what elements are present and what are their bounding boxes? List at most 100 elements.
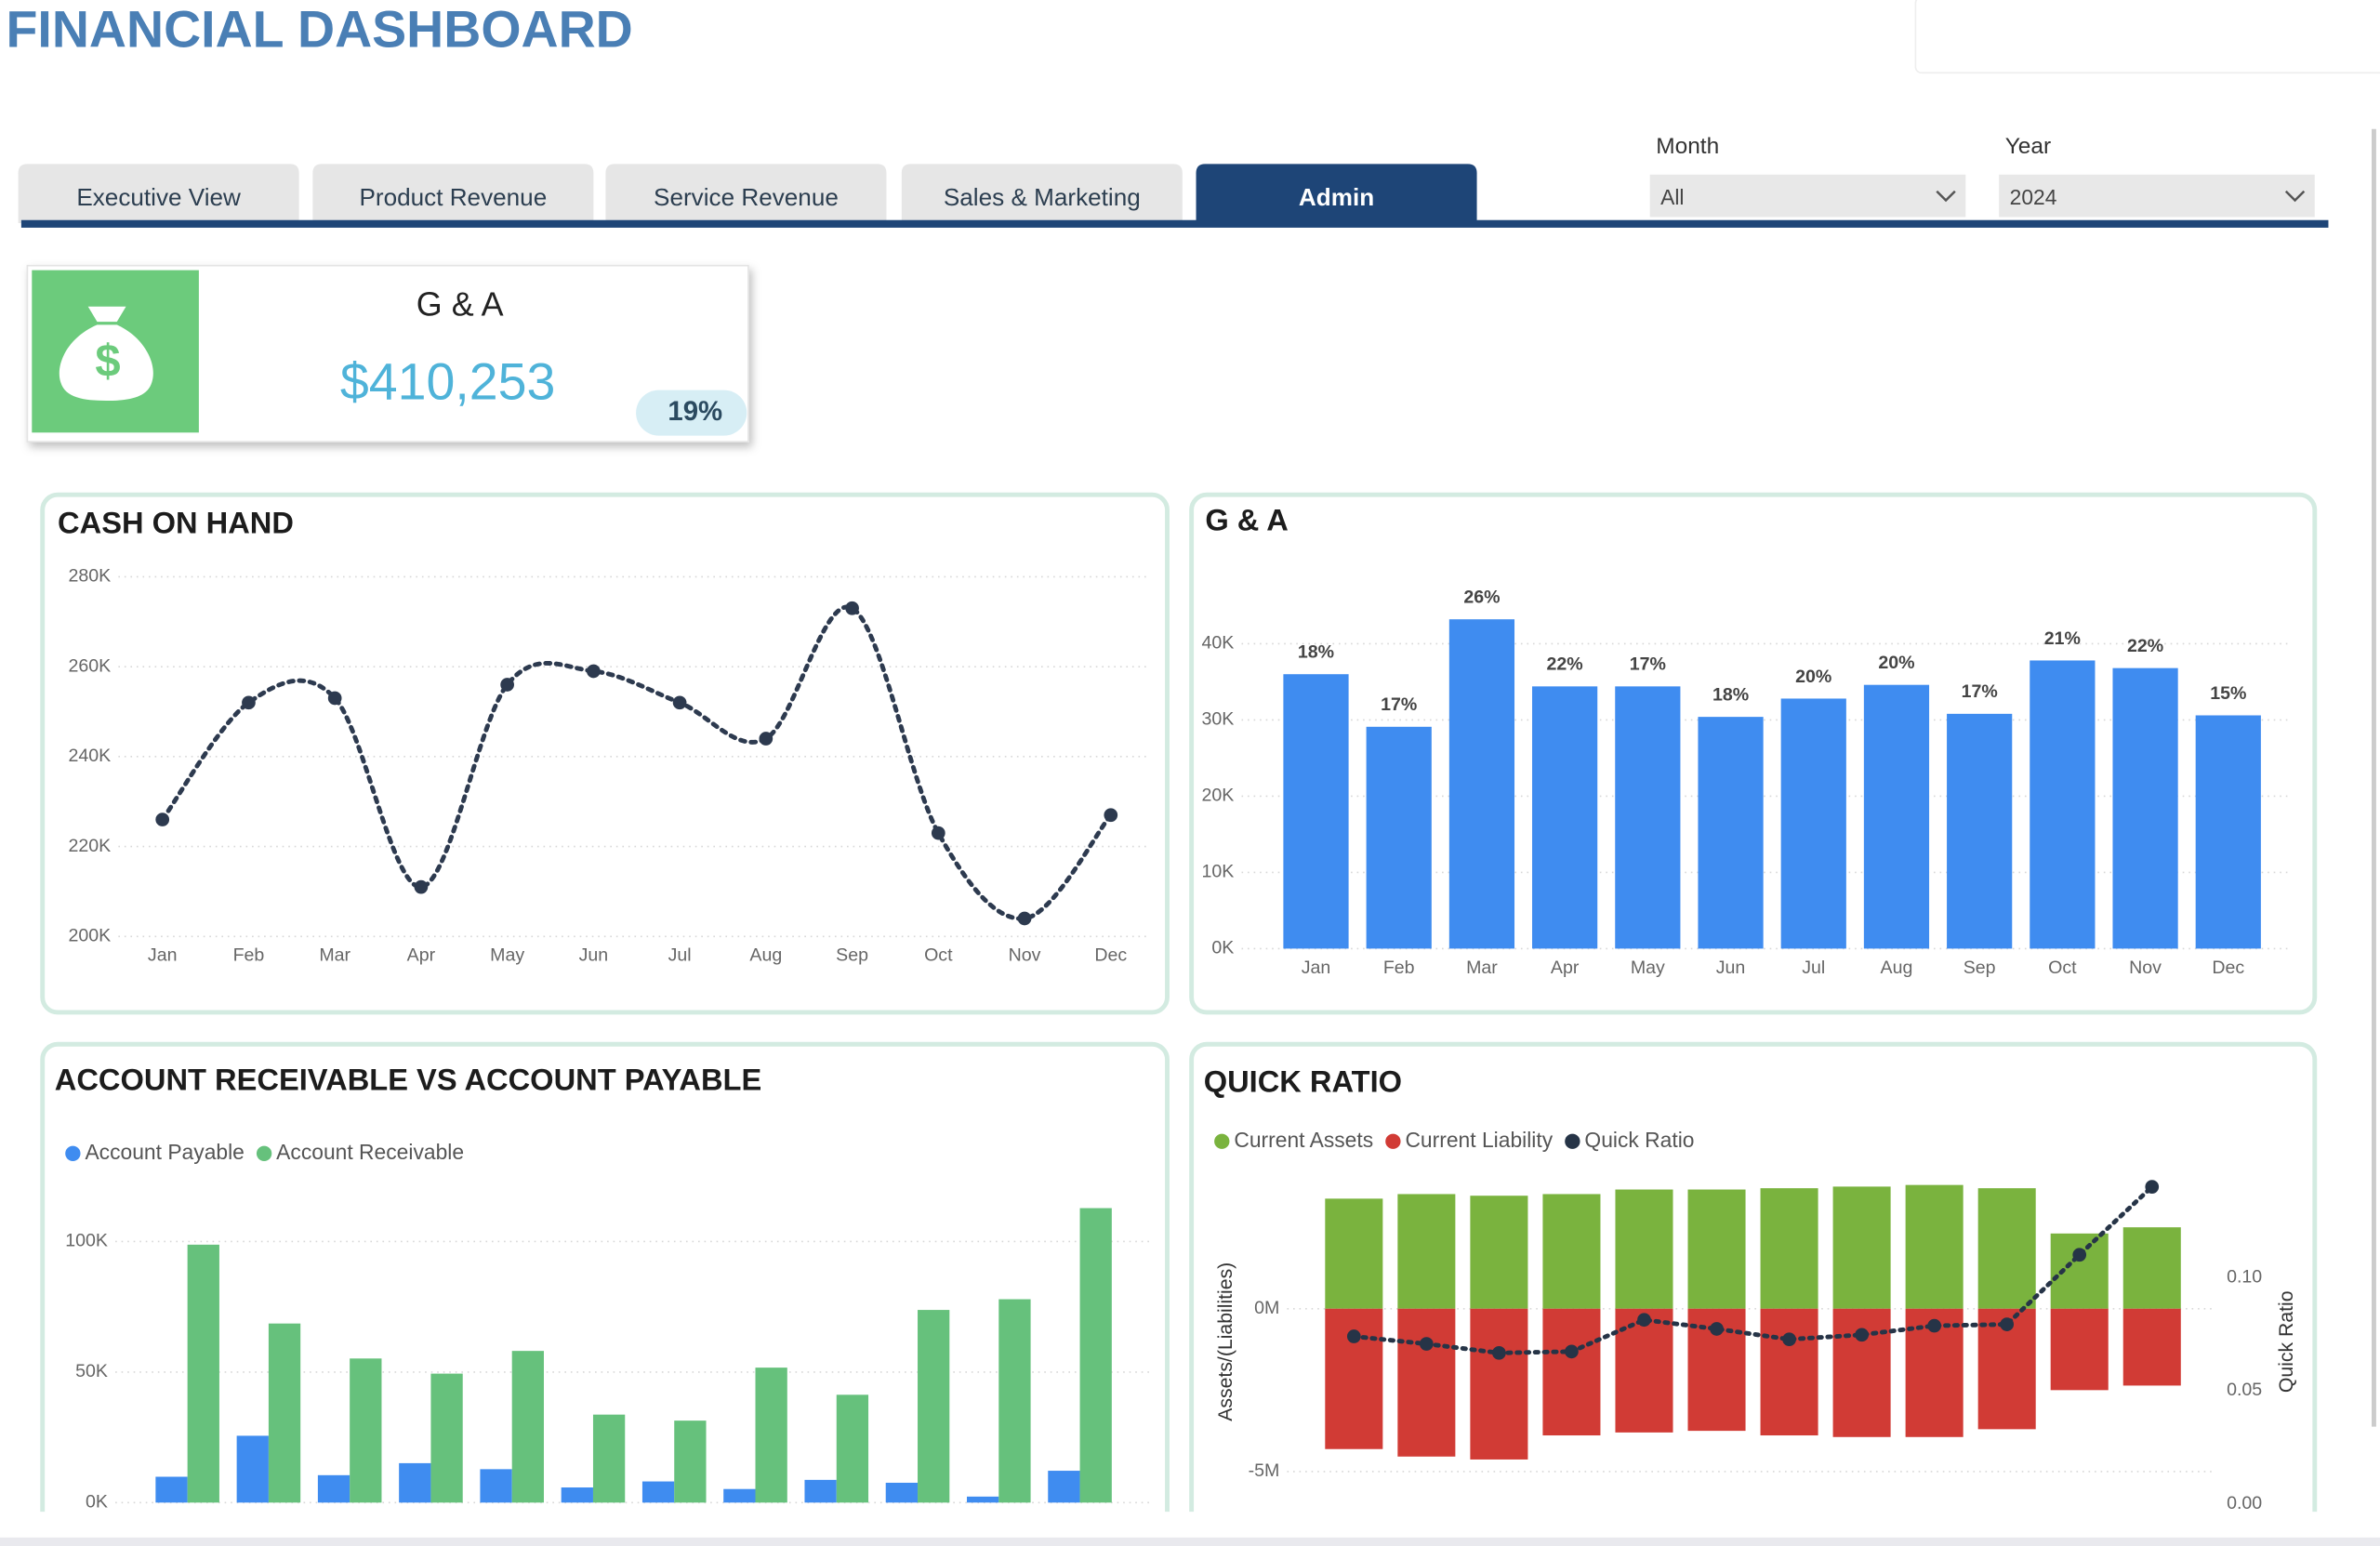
point: [2000, 1317, 2015, 1331]
point: [1104, 808, 1118, 823]
bar: [1760, 1188, 1818, 1309]
chart-title: QUICK RATIO: [1204, 1064, 1402, 1098]
bar: [317, 1474, 350, 1503]
upper-charts: CASH ON HAND 200K 220K 240K 260K 280K Jan Feb Ma…: [40, 492, 2318, 1015]
chart-title: ACCOUNT RECEIVABLE VS ACCOUNT PAYABLE: [55, 1063, 762, 1097]
data-label: 17%: [1962, 681, 1998, 702]
x-tick-label: Aug: [1881, 958, 1913, 978]
chart: G & A 0K 10K 20K 30K 40K Jan Feb Mar Apr May Jun Jul…: [1189, 492, 2318, 1015]
y-tick-label: 100K: [65, 1231, 108, 1251]
bar: [2122, 1308, 2181, 1386]
tab-label[interactable]: Executive View: [76, 183, 241, 211]
x-tick-label: Jul: [1802, 958, 1825, 978]
tab[interactable]: Product Revenue: [312, 164, 594, 223]
y-tick-label: 50K: [75, 1361, 108, 1381]
point: [2072, 1248, 2087, 1262]
tab-bar: Executive View Product Revenue Service Rev…: [18, 164, 1477, 223]
filter-value[interactable]: 2024: [2010, 185, 2057, 209]
tab-shape[interactable]: [18, 164, 299, 223]
bar: [1698, 717, 1764, 949]
tab[interactable]: Admin: [1196, 164, 1477, 223]
y-axis-title: Assets/(Liabilities): [1215, 1262, 1236, 1421]
x-tick-label: Jan: [1302, 958, 1331, 978]
data-label: 20%: [1795, 667, 1831, 687]
chart: ACCOUNT RECEIVABLE VS ACCOUNT PAYABLE 0K 5…: [40, 1041, 1170, 1513]
tab-shape[interactable]: [605, 164, 887, 223]
bar: [1947, 713, 2013, 949]
x-tick-label: Jun: [1716, 958, 1746, 978]
tab-shape[interactable]: [901, 164, 1183, 223]
bar: [236, 1435, 269, 1503]
point: [414, 879, 429, 894]
tab-shape[interactable]: [1196, 164, 1477, 223]
filter-value[interactable]: All: [1660, 185, 1684, 209]
tab[interactable]: Service Revenue: [605, 164, 887, 223]
y-tick-label: 40K: [1202, 633, 1235, 654]
y-tick-label: 0K: [1211, 938, 1234, 958]
y2-axis-title: Quick Ratio: [2276, 1290, 2297, 1393]
bar: [399, 1462, 431, 1503]
bar: [1863, 684, 1930, 949]
y-tick-label: 200K: [68, 926, 111, 946]
chart-title: CASH ON HAND: [58, 506, 294, 540]
line: [1351, 1184, 2155, 1355]
bar: [561, 1487, 593, 1503]
y-tick-label: 240K: [68, 746, 111, 766]
bar: [755, 1368, 787, 1503]
point: [1710, 1322, 1724, 1336]
bar: [1905, 1184, 1964, 1309]
tab[interactable]: Executive View: [18, 164, 299, 223]
x-tick-label: Jul: [668, 945, 692, 966]
bar: [1832, 1186, 1891, 1309]
bar: [967, 1496, 999, 1503]
chevron[interactable]: [1936, 190, 1956, 203]
bar: [350, 1358, 382, 1503]
filter-dropdown[interactable]: [1999, 174, 2315, 218]
x-tick-label: Aug: [749, 945, 782, 966]
data-label: 22%: [1547, 654, 1583, 675]
bar: [2122, 1227, 2181, 1309]
bar: [2050, 1308, 2109, 1391]
legend-label: Account Payable: [85, 1140, 244, 1164]
bar: [1470, 1196, 1528, 1309]
svg-text:$: $: [95, 337, 120, 387]
y-tick-label: 0.00: [2227, 1493, 2262, 1513]
tab-shape[interactable]: [312, 164, 594, 223]
tab[interactable]: Sales & Marketing: [901, 164, 1183, 223]
bar: [1542, 1194, 1601, 1309]
data-label: 18%: [1298, 642, 1334, 663]
filter-label: Year: [2005, 134, 2051, 159]
chevron[interactable]: [2284, 190, 2306, 203]
bar: [1780, 698, 1846, 949]
point: [500, 678, 514, 692]
bar: [641, 1481, 675, 1503]
data-label: 21%: [2044, 628, 2081, 649]
bar: [1615, 686, 1681, 949]
data-label: 22%: [2127, 636, 2163, 656]
bar: [592, 1414, 626, 1503]
bar: [1079, 1208, 1112, 1503]
tab-label[interactable]: Service Revenue: [654, 183, 839, 211]
bar: [1325, 1198, 1383, 1309]
bar: [804, 1479, 837, 1503]
filter-dropdown[interactable]: [1649, 174, 1966, 218]
top-box: [1914, 0, 2380, 74]
bar: [836, 1394, 869, 1503]
tab-label[interactable]: Admin: [1299, 183, 1374, 211]
point: [587, 664, 601, 679]
bar: [1048, 1471, 1080, 1503]
x-tick-label: Jan: [148, 945, 178, 966]
y-tick-label: 220K: [68, 836, 111, 856]
legend-swatch: [256, 1145, 272, 1161]
money-bag-icon: $: [59, 306, 153, 402]
bar: [1832, 1308, 1891, 1437]
point: [327, 691, 342, 706]
tab-label[interactable]: Sales & Marketing: [944, 183, 1141, 211]
x-tick-label: Feb: [233, 945, 265, 966]
bar: [1760, 1308, 1818, 1436]
point: [1565, 1344, 1579, 1359]
bar: [2195, 715, 2261, 949]
tab-label[interactable]: Product Revenue: [359, 183, 547, 211]
x-tick-label: Mar: [1466, 958, 1498, 978]
legend-swatch: [1385, 1133, 1401, 1149]
